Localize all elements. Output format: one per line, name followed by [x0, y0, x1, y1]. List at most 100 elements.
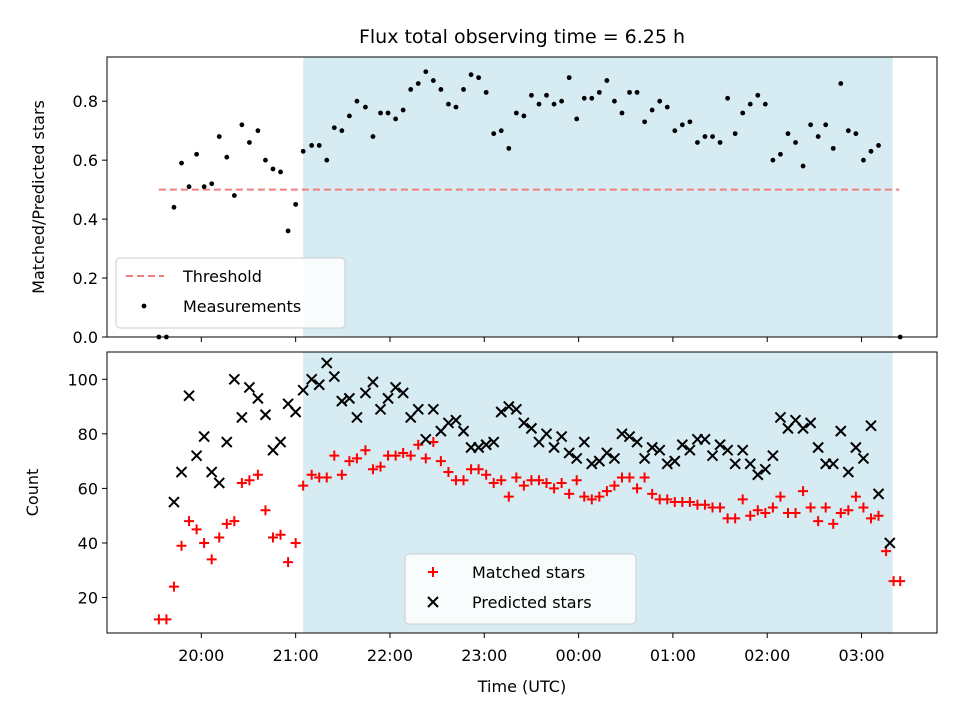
data-point [556, 477, 567, 488]
data-point [596, 89, 602, 95]
data-point [321, 357, 333, 369]
data-point [661, 458, 673, 470]
data-point [198, 430, 210, 443]
data-point [774, 411, 787, 424]
data-point [850, 491, 861, 502]
data-point [842, 466, 855, 478]
data-point [609, 480, 620, 491]
data-point [510, 403, 523, 415]
data-point [873, 510, 884, 521]
data-point [168, 581, 179, 592]
data-point [853, 131, 859, 137]
data-point [443, 467, 454, 478]
data-point [657, 98, 663, 104]
data-point [161, 614, 172, 625]
data-point [544, 92, 549, 98]
data-point [480, 439, 492, 451]
data-point [385, 110, 391, 116]
data-point [483, 89, 489, 95]
series-matched-stars [153, 437, 906, 625]
data-point [359, 387, 372, 399]
data-point [360, 445, 371, 456]
data-point [427, 403, 440, 415]
data-point [601, 486, 612, 497]
data-point [812, 441, 824, 454]
data-point [201, 184, 207, 190]
data-point [390, 450, 401, 461]
data-point [619, 110, 625, 116]
data-point [729, 458, 741, 470]
data-point [813, 516, 824, 527]
data-point [679, 122, 685, 128]
data-point [525, 422, 538, 435]
data-point [420, 453, 431, 464]
data-point [513, 110, 519, 116]
data-point [270, 166, 276, 172]
data-point [378, 110, 383, 116]
data-point [231, 193, 237, 198]
legend-box [404, 553, 637, 625]
data-point [375, 461, 386, 472]
data-point [745, 510, 756, 521]
x-tick-label: 23:00 [461, 646, 507, 665]
panel-ratio: 0.0 0.2 0.4 0.6 0.8 Matched/Predicted stars Th… [29, 56, 938, 347]
data-point [239, 122, 245, 128]
data-point [632, 483, 643, 494]
data-point [639, 472, 650, 483]
data-point [415, 81, 421, 86]
data-point [213, 477, 225, 489]
data-point [752, 469, 764, 481]
panel-counts: 20 40 60 80 100 20:00 21:00 22:00 23:00 00:00 01:0… [23, 351, 938, 665]
data-point [790, 507, 801, 518]
y-tick-label: 0.8 [73, 92, 98, 111]
data-point [346, 113, 352, 119]
data-point [290, 537, 301, 548]
data-point [843, 505, 854, 516]
data-point [647, 488, 658, 499]
data-point [563, 447, 575, 459]
y-axis-label: Count [23, 469, 42, 517]
data-point [321, 472, 332, 483]
data-point [194, 151, 200, 157]
data-point [747, 101, 753, 107]
data-point [306, 469, 317, 480]
data-point [649, 107, 655, 113]
data-point [581, 95, 587, 101]
data-point [491, 131, 497, 137]
data-point [476, 75, 482, 81]
data-point [398, 447, 409, 458]
data-point [397, 387, 409, 399]
data-point [770, 157, 776, 163]
data-point [744, 458, 756, 470]
data-point [275, 529, 286, 540]
legend-box [115, 257, 346, 329]
data-point [664, 104, 670, 110]
data-point [865, 419, 877, 432]
data-point [488, 477, 499, 488]
y-tick-label: 0.6 [73, 151, 98, 170]
data-point [481, 469, 492, 480]
data-point [740, 110, 746, 116]
data-point [191, 524, 202, 535]
data-point [351, 453, 362, 464]
data-point [260, 505, 271, 516]
data-point [798, 486, 809, 497]
data-point [845, 128, 851, 134]
data-point [255, 128, 261, 134]
data-point [503, 491, 514, 502]
data-point [405, 450, 416, 461]
data-point [608, 452, 621, 465]
data-point [354, 98, 360, 104]
data-point [446, 101, 451, 107]
data-point [536, 101, 542, 107]
observing-window-band [303, 57, 893, 337]
data-point [468, 72, 474, 78]
data-point [367, 464, 378, 475]
data-point [495, 406, 507, 418]
data-point [785, 131, 791, 137]
data-point [268, 532, 278, 543]
data-point [382, 392, 394, 405]
data-point [684, 444, 696, 456]
data-point [450, 414, 462, 426]
data-point [702, 134, 708, 139]
